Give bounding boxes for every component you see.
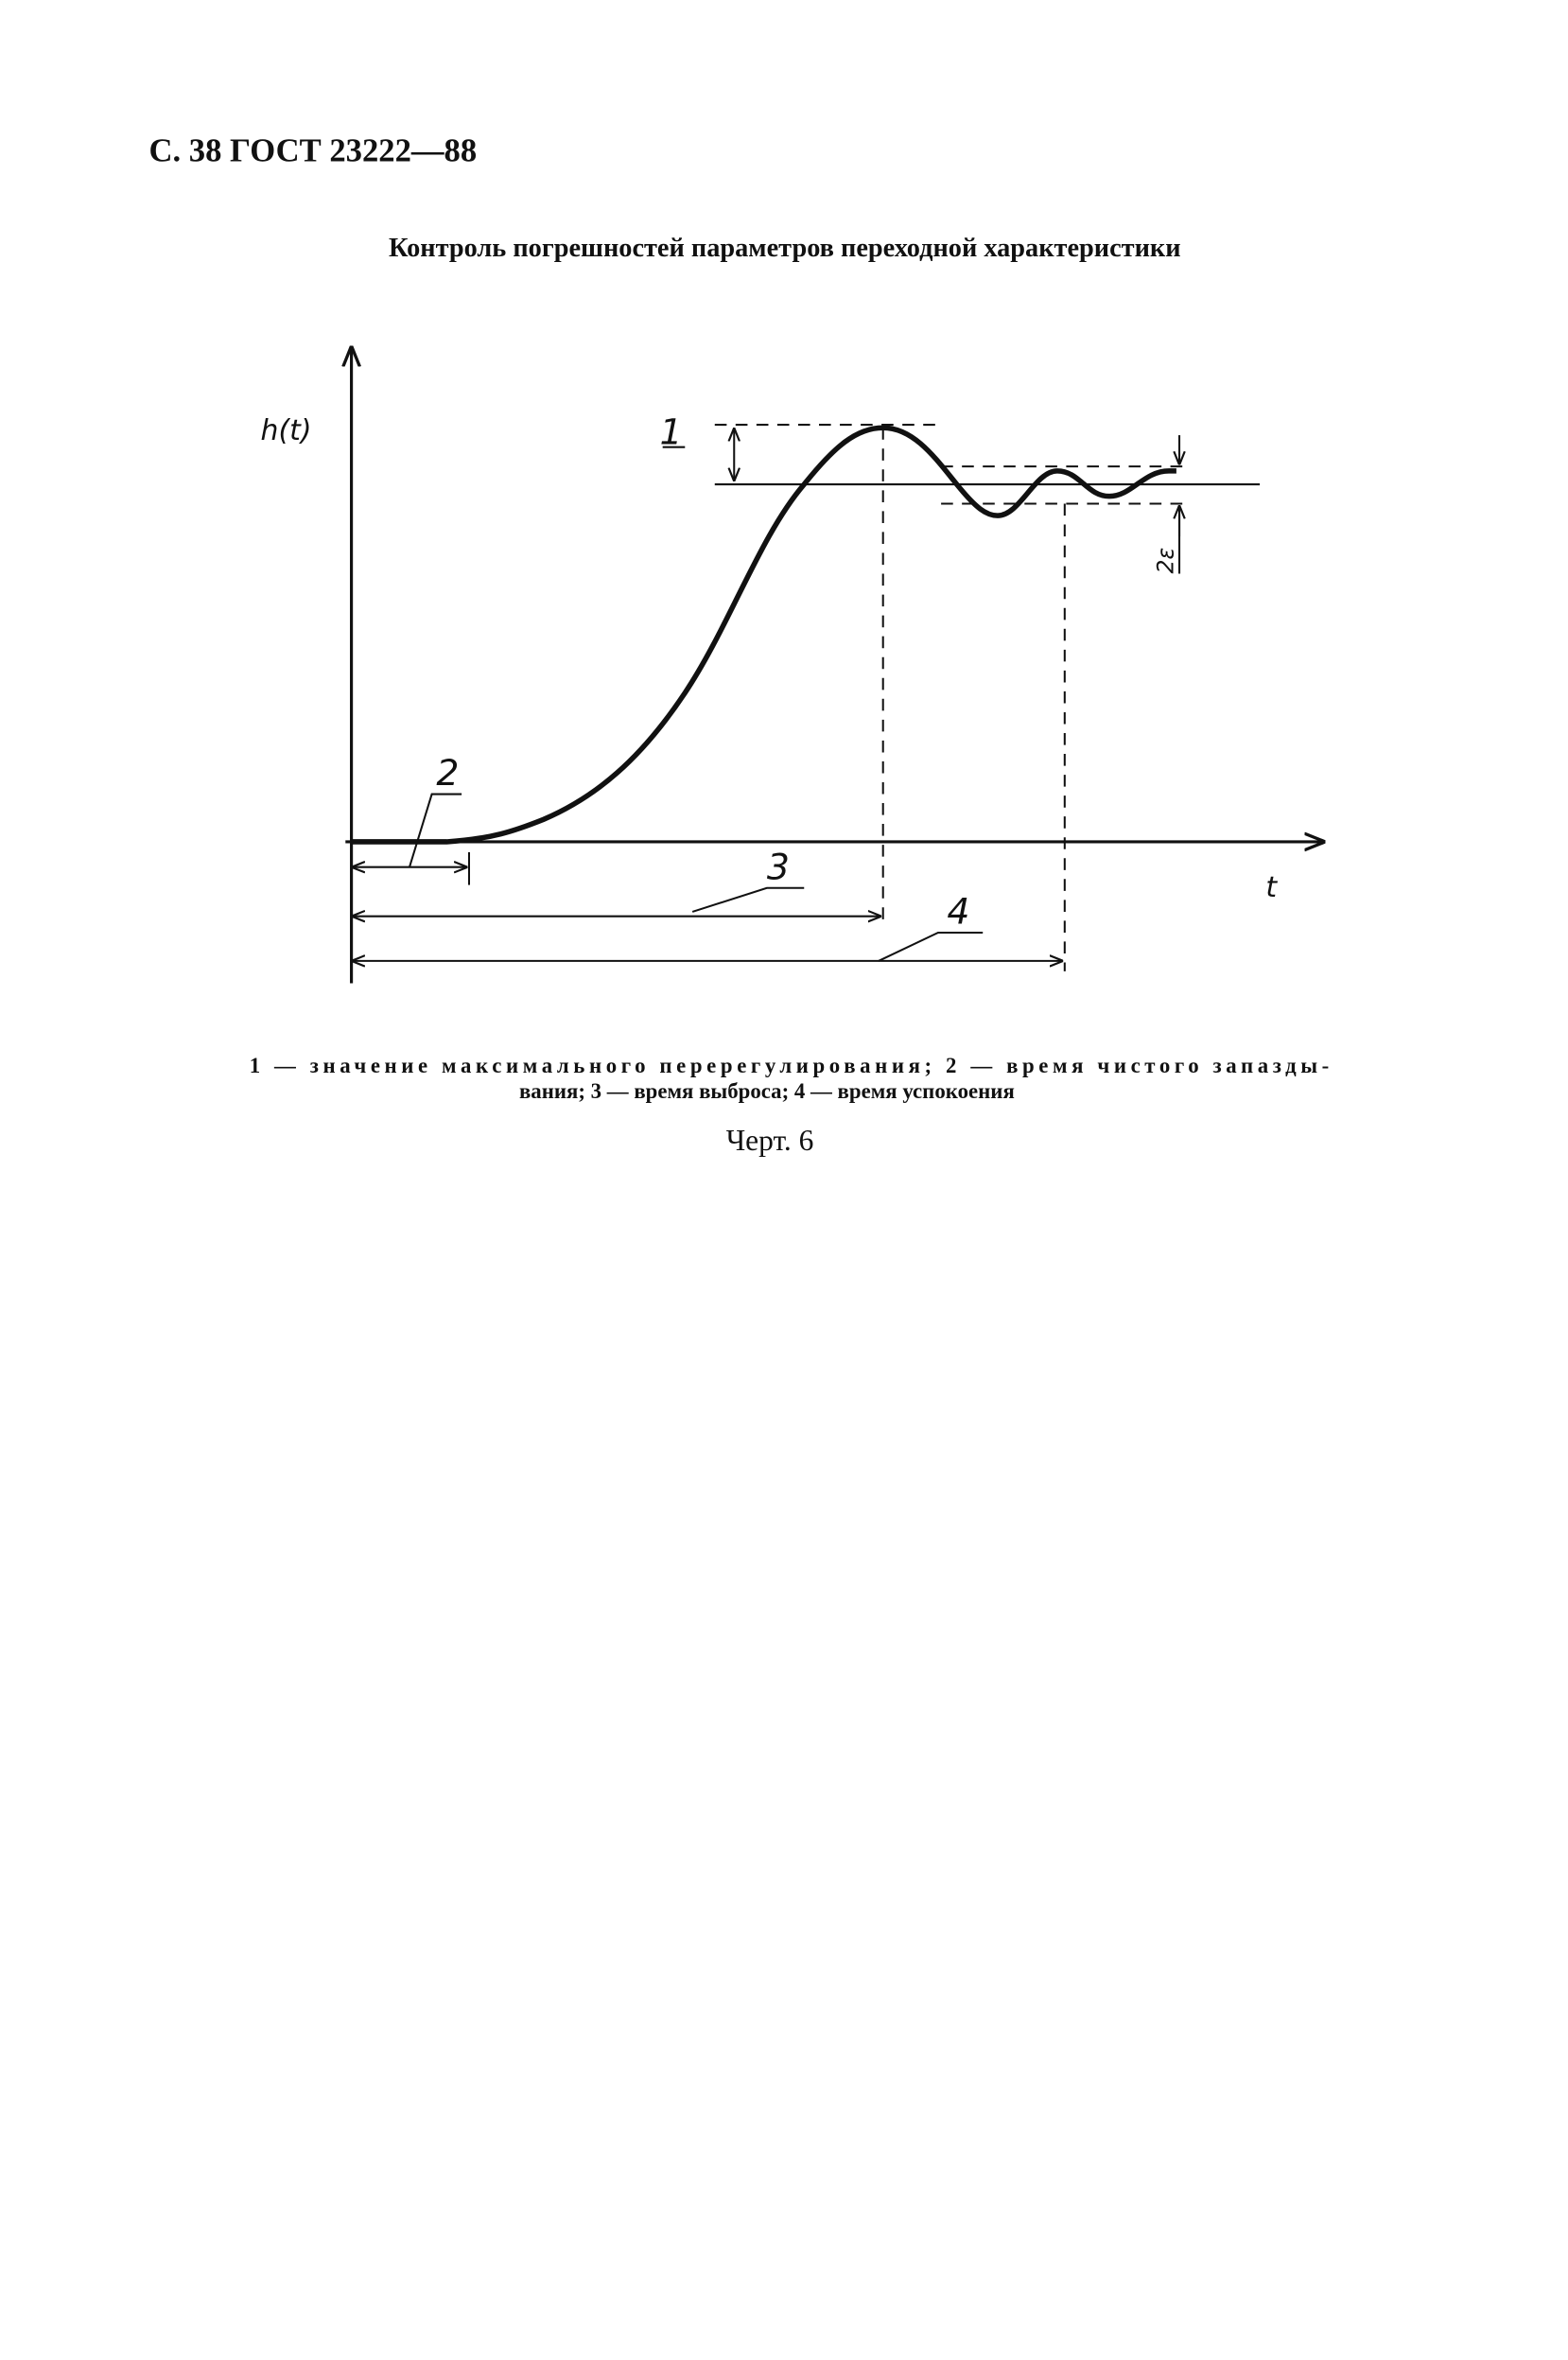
guide-lines (714, 424, 1192, 971)
label-3: 3 (767, 846, 790, 887)
figure-label: Черт. 6 (726, 1124, 814, 1157)
label-2: 2 (436, 752, 459, 794)
x-label: t (1265, 871, 1278, 904)
y-label: h(t) (261, 414, 312, 447)
caption-line: вания; 3 — время выброса; 4 — время успо… (519, 1079, 1015, 1103)
caption-line: 1 — значение максимального перерегулиров… (250, 1054, 1330, 1077)
title: Контроль погрешностей параметров переход… (389, 234, 1181, 263)
label-1: 1 (660, 411, 683, 453)
response-curve (351, 425, 1176, 845)
label-band: 2ε (1153, 548, 1179, 574)
diagram (345, 345, 1326, 984)
header: С. 38 ГОСТ 23222—88 (148, 132, 477, 168)
label-4: 4 (947, 891, 969, 933)
